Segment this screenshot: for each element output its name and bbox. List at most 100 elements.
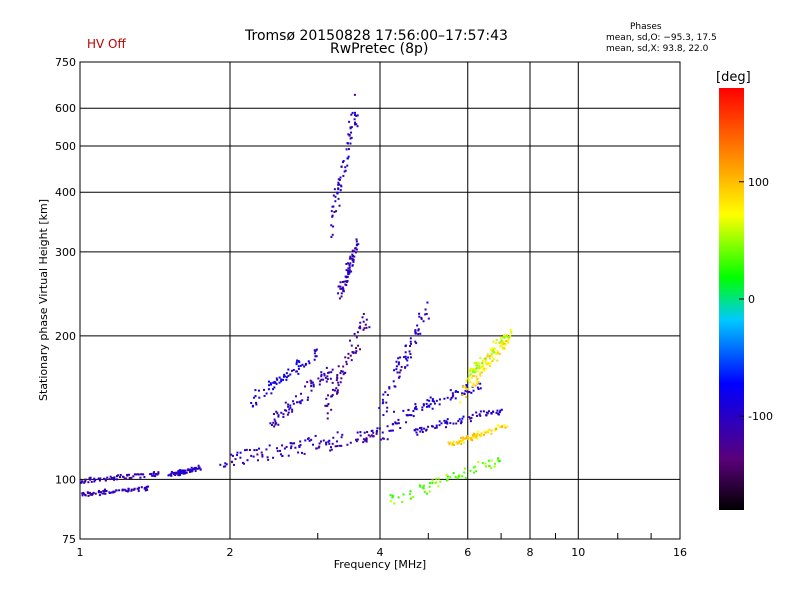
- echo-point: [347, 352, 350, 355]
- echo-point: [331, 205, 334, 208]
- echo-point: [280, 380, 283, 383]
- colorbar-tick-label: -100: [748, 410, 773, 423]
- echo-point: [471, 413, 474, 416]
- echo-point: [119, 473, 122, 476]
- echo-point: [479, 382, 482, 385]
- echo-point: [280, 411, 283, 414]
- echo-point: [88, 491, 91, 494]
- echo-point: [184, 472, 187, 475]
- echo-point: [391, 429, 394, 432]
- echo-point: [415, 408, 418, 411]
- echo-point: [412, 415, 415, 418]
- echo-point: [87, 492, 90, 495]
- echo-point: [175, 471, 178, 474]
- echo-point: [397, 361, 400, 364]
- echo-point: [414, 331, 417, 334]
- echo-point: [278, 376, 281, 379]
- echo-point: [104, 492, 107, 495]
- y-tick-label: 100: [55, 473, 76, 486]
- echo-point: [414, 330, 417, 333]
- echo-point: [405, 414, 408, 417]
- echo-point: [342, 365, 345, 368]
- echo-point: [507, 337, 510, 340]
- echo-point: [488, 357, 491, 360]
- echo-point: [119, 476, 122, 479]
- echo-point: [350, 113, 353, 116]
- echo-point: [475, 470, 478, 473]
- echo-point: [325, 443, 328, 446]
- echo-point: [379, 438, 382, 441]
- echo-point: [104, 488, 107, 491]
- echo-point: [344, 166, 347, 169]
- echo-point: [435, 481, 438, 484]
- echo-point: [503, 424, 506, 427]
- echo-point: [334, 195, 337, 198]
- echo-point: [397, 422, 400, 425]
- echo-point: [356, 125, 359, 128]
- echo-point: [330, 371, 333, 374]
- echo-point: [335, 379, 338, 382]
- echo-point: [446, 422, 449, 425]
- echo-point: [336, 392, 339, 395]
- echo-point: [175, 472, 178, 475]
- echo-point: [425, 492, 428, 495]
- echo-point: [361, 316, 364, 319]
- echo-point: [368, 326, 371, 329]
- hv-status-label: HV Off: [87, 37, 126, 51]
- echo-point: [438, 398, 441, 401]
- echo-point: [474, 370, 477, 373]
- echo-point: [427, 425, 430, 428]
- echo-point: [241, 461, 244, 464]
- echo-point: [325, 397, 328, 400]
- echo-point: [469, 367, 472, 370]
- echo-point: [291, 410, 294, 413]
- echo-point: [199, 468, 202, 471]
- echo-point: [481, 359, 484, 362]
- echo-point: [336, 376, 339, 379]
- echo-point: [157, 472, 160, 475]
- echo-point: [345, 276, 348, 279]
- echo-point: [328, 442, 331, 445]
- echo-point: [299, 364, 302, 367]
- echo-point: [465, 436, 468, 439]
- echo-point: [104, 490, 107, 493]
- echo-point: [422, 404, 425, 407]
- echo-point: [391, 494, 394, 497]
- echo-point: [378, 407, 381, 410]
- echo-point: [420, 428, 423, 431]
- echo-point: [87, 494, 90, 497]
- echo-point: [337, 292, 340, 295]
- echo-point: [198, 466, 201, 469]
- echo-point: [463, 471, 466, 474]
- echo-point: [382, 401, 385, 404]
- echo-point: [250, 402, 253, 405]
- echo-point: [135, 473, 138, 476]
- echo-point: [388, 387, 391, 390]
- echo-point: [421, 408, 424, 411]
- echo-point: [348, 269, 351, 272]
- echo-point: [271, 388, 274, 391]
- echo-point: [402, 409, 405, 412]
- echo-point: [191, 468, 194, 471]
- echo-point: [490, 467, 493, 470]
- echo-point: [419, 430, 422, 433]
- y-tick-label: 500: [55, 140, 76, 153]
- echo-point: [123, 477, 126, 480]
- echo-point: [236, 454, 239, 457]
- echo-point: [476, 361, 479, 364]
- echo-point: [263, 388, 266, 391]
- echo-point: [181, 469, 184, 472]
- echo-point: [446, 418, 449, 421]
- echo-point: [256, 453, 259, 456]
- echo-point: [347, 148, 350, 151]
- echo-point: [297, 365, 300, 368]
- echo-point: [320, 373, 323, 376]
- echo-point: [425, 405, 428, 408]
- echo-point: [315, 348, 318, 351]
- echo-point: [110, 491, 113, 494]
- echo-point: [328, 439, 331, 442]
- echo-point: [188, 470, 191, 473]
- echo-point: [435, 477, 438, 480]
- echo-point: [331, 215, 334, 218]
- echo-point: [497, 413, 500, 416]
